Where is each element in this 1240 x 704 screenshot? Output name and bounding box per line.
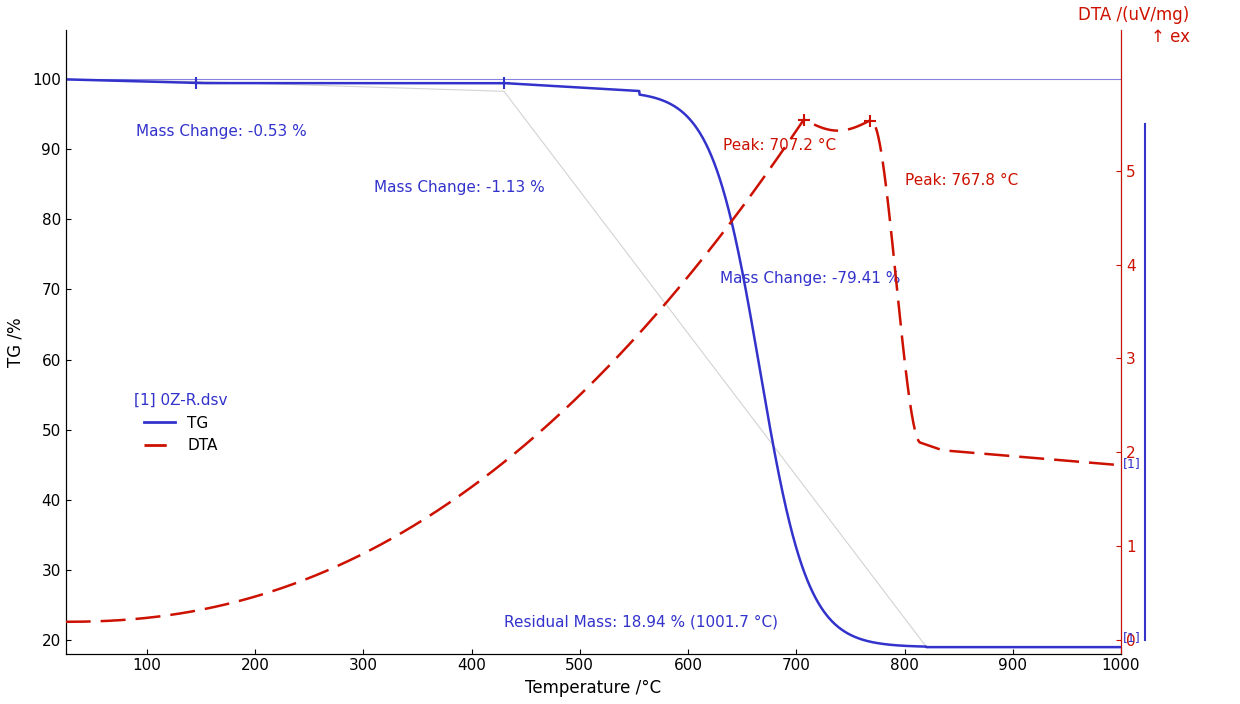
Text: [1]: [1] (1123, 457, 1141, 470)
Legend: TG, DTA: TG, DTA (128, 386, 234, 459)
Text: [1]: [1] (1123, 631, 1141, 644)
Text: Mass Change: -1.13 %: Mass Change: -1.13 % (374, 180, 544, 196)
Text: Mass Change: -79.41 %: Mass Change: -79.41 % (720, 272, 901, 287)
Text: Residual Mass: 18.94 % (1001.7 °C): Residual Mass: 18.94 % (1001.7 °C) (503, 615, 777, 629)
Text: Mass Change: -0.53 %: Mass Change: -0.53 % (136, 125, 306, 139)
Text: Peak: 707.2 °C: Peak: 707.2 °C (723, 139, 836, 153)
X-axis label: Temperature /°C: Temperature /°C (526, 679, 661, 697)
Text: Peak: 767.8 °C: Peak: 767.8 °C (904, 173, 1018, 189)
Y-axis label: TG /%: TG /% (7, 318, 25, 367)
Text: DTA /(uV/mg): DTA /(uV/mg) (1079, 6, 1189, 24)
Text: ↑ ex: ↑ ex (1151, 28, 1189, 46)
